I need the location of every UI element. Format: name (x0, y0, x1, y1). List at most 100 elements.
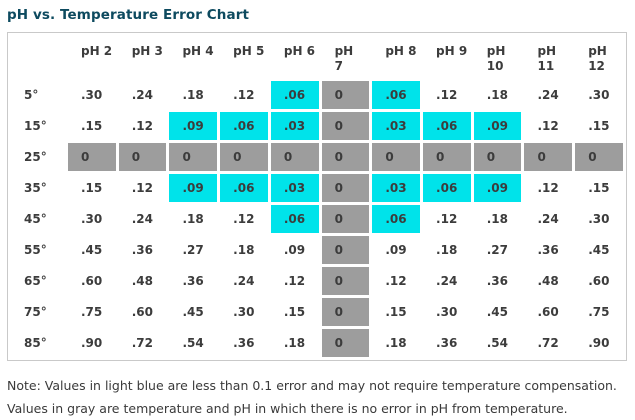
column-header: pH 2 (81, 44, 113, 58)
table-row: 65° .60 .48 .36 .24 .12 0 .12 .24 .36 .48 .60 (11, 267, 623, 295)
value-cell: .18 (385, 336, 407, 350)
value-cell: .45 (486, 305, 509, 319)
value-cell: .24 (233, 274, 255, 288)
value-cell: .18 (283, 336, 306, 350)
value-cell: .09 (473, 112, 522, 140)
value-cell: .72 (537, 336, 559, 350)
value-cell: .06 (423, 112, 471, 140)
value-cell: .36 (182, 274, 204, 288)
corner-cell (11, 36, 65, 78)
value-cell: .03 (372, 174, 421, 202)
column-header: pH 11 (537, 44, 557, 73)
row-label: 85° (24, 336, 47, 350)
table-row: 55° .45 .36 .27 .18 .09 0 .09 .18 .27 .36 .45 (11, 236, 623, 264)
value-cell: 0 (270, 143, 319, 171)
value-cell: .45 (588, 243, 610, 257)
value-cell: .30 (436, 305, 458, 319)
value-cell: .06 (220, 112, 268, 140)
row-label: 65° (24, 274, 47, 288)
value-cell: .06 (372, 205, 421, 233)
value-cell: .18 (486, 212, 509, 226)
value-cell: .60 (537, 305, 559, 319)
value-cell: .18 (436, 243, 458, 257)
table-row: 75° .75 .60 .45 .30 .15 0 .15 .30 .45 .60 .75 (11, 298, 623, 326)
value-cell: 0 (321, 205, 370, 233)
table-header: pH 2 pH 3 pH 4 pH 5 pH 6 pH 7 pH 8 pH 9 pH 10 pH 11 p… (11, 36, 623, 78)
value-cell: .18 (182, 88, 204, 102)
value-cell: .12 (436, 88, 458, 102)
column-header: pH 7 (334, 44, 354, 73)
value-cell: 0 (321, 112, 370, 140)
value-cell: .72 (131, 336, 153, 350)
value-cell: .75 (588, 305, 610, 319)
value-cell: .15 (81, 181, 103, 195)
column-header: pH 12 (588, 44, 607, 73)
value-cell: .12 (233, 88, 255, 102)
value-cell: .45 (182, 305, 204, 319)
value-cell: .12 (233, 212, 255, 226)
value-cell: .24 (537, 88, 559, 102)
row-label: 5° (24, 88, 39, 102)
value-cell: .18 (486, 88, 509, 102)
value-cell: .12 (283, 274, 306, 288)
value-cell: .09 (169, 112, 218, 140)
value-cell: .06 (220, 174, 268, 202)
value-cell: .09 (169, 174, 218, 202)
value-cell: .15 (385, 305, 407, 319)
ph-temperature-error-table: pH 2 pH 3 pH 4 pH 5 pH 6 pH 7 pH 8 pH 9 pH 10 pH 11 p… (7, 32, 627, 361)
value-cell: 0 (68, 143, 116, 171)
value-cell: .27 (486, 243, 509, 257)
value-cell: .54 (182, 336, 204, 350)
value-cell: .54 (486, 336, 509, 350)
table-row: 25° 0 0 0 0 0 0 0 0 0 0 0 (11, 143, 623, 171)
value-cell: 0 (321, 81, 370, 109)
value-cell: 0 (321, 236, 370, 264)
value-cell: .09 (385, 243, 407, 257)
column-header: pH 3 (131, 44, 163, 58)
value-cell: .30 (233, 305, 255, 319)
page-title: pH vs. Temperature Error Chart (7, 7, 250, 23)
value-cell: .24 (131, 88, 153, 102)
header-row: pH 2 pH 3 pH 4 pH 5 pH 6 pH 7 pH 8 pH 9 pH 10 pH 11 p… (11, 36, 623, 78)
value-cell: .15 (588, 119, 610, 133)
row-label: 15° (24, 119, 47, 133)
value-cell: .18 (233, 243, 255, 257)
value-cell: .12 (131, 119, 153, 133)
note-text: Note: Values in light blue are less than… (7, 378, 617, 416)
value-cell: .30 (81, 212, 103, 226)
column-header: pH 10 (486, 44, 506, 73)
row-label: 35° (24, 181, 47, 195)
value-cell: .30 (588, 212, 610, 226)
row-label: 45° (24, 212, 47, 226)
value-cell: .45 (81, 243, 103, 257)
value-cell: .36 (131, 243, 153, 257)
value-cell: 0 (220, 143, 268, 171)
table-row: 5° .30 .24 .18 .12 .06 0.06 .12 .18 .24 .30 (11, 81, 623, 109)
value-cell: .06 (270, 81, 319, 109)
value-cell: .75 (81, 305, 103, 319)
value-cell: .03 (372, 112, 421, 140)
value-cell: 0 (321, 143, 370, 171)
value-cell: .36 (486, 274, 509, 288)
value-cell: .30 (81, 88, 103, 102)
value-cell: .09 (473, 174, 522, 202)
value-cell: .24 (131, 212, 153, 226)
value-cell: 0 (321, 267, 370, 295)
row-label: 25° (24, 150, 47, 164)
value-cell: .60 (131, 305, 153, 319)
value-cell: 0 (473, 143, 522, 171)
value-cell: 0 (524, 143, 573, 171)
value-cell: 0 (321, 174, 370, 202)
value-cell: .90 (588, 336, 610, 350)
value-cell: .03 (270, 174, 319, 202)
table-row: 85° .90 .72 .54 .36 .18 0 .18 .36 .54 .72 .90 (11, 329, 623, 357)
table-row: 35° .15.12.09.06.03 0.03.06.09.12.15 (11, 174, 623, 202)
value-cell: .12 (537, 119, 559, 133)
row-label: 75° (24, 305, 47, 319)
column-header: pH 5 (233, 44, 265, 58)
value-cell: .15 (588, 181, 610, 195)
value-cell: .48 (537, 274, 559, 288)
column-header: pH 6 (283, 44, 316, 58)
value-cell: .24 (537, 212, 559, 226)
value-cell: .12 (385, 274, 407, 288)
